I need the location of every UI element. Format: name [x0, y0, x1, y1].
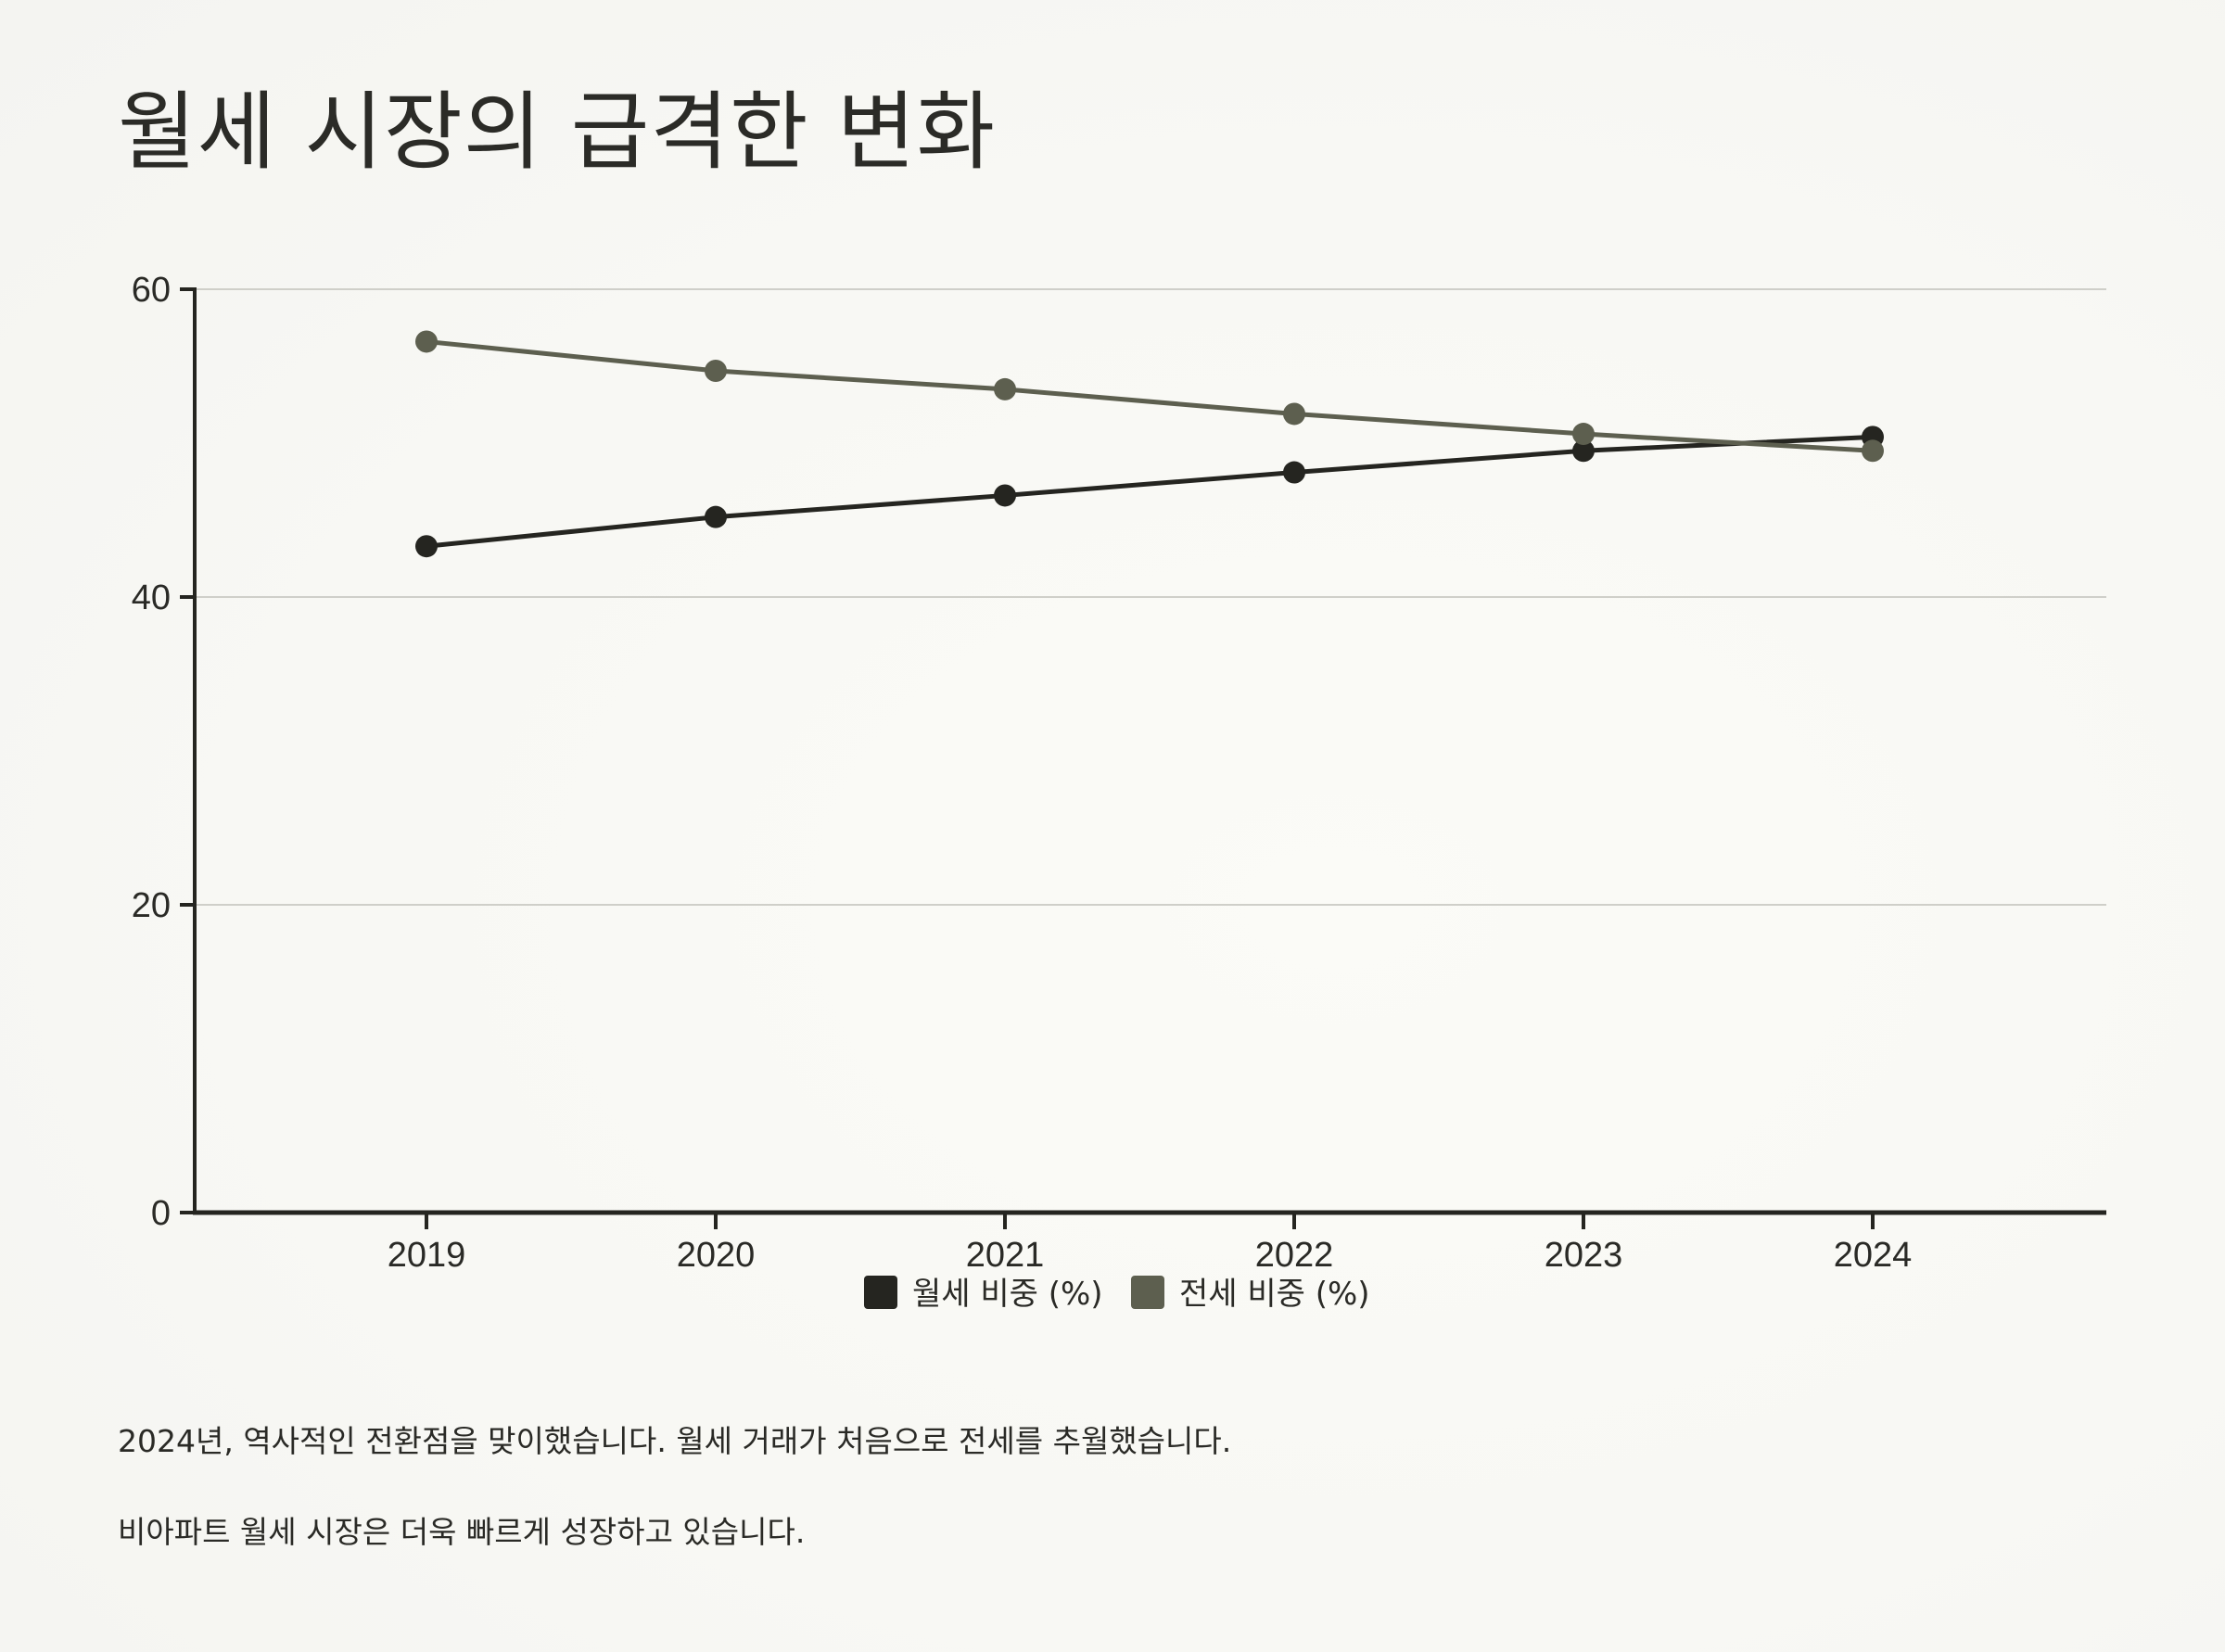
x-tick-label: 2022	[1255, 1236, 1334, 1275]
x-tick-label: 2021	[966, 1236, 1045, 1275]
y-tick-label: 60	[132, 271, 171, 310]
page-title: 월세 시장의 급격한 변화	[118, 83, 997, 182]
x-tick-label: 2020	[677, 1236, 756, 1275]
data-point	[1283, 402, 1305, 426]
legend-label: 월세 비중 (%)	[912, 1276, 1103, 1313]
data-point	[415, 330, 438, 353]
series-line	[426, 338, 1874, 453]
data-point	[415, 535, 438, 558]
axes: 0 20 40 60 2019 2020 2021 2022 2023 2024	[132, 271, 2106, 1275]
note-text: 비아파트 월세 시장은 더욱 빠르게 성장하고 있습니다.	[118, 1514, 806, 1550]
data-point	[705, 359, 727, 382]
x-tick-label: 2024	[1834, 1236, 1913, 1275]
series-line	[426, 434, 1874, 549]
legend-label: 전세 비중 (%)	[1179, 1276, 1370, 1313]
series-group	[415, 330, 1884, 558]
y-tick-label: 40	[132, 578, 171, 617]
legend: 월세 비중 (%) 전세 비중 (%)	[864, 1276, 1370, 1313]
note-text: 2024년, 역사적인 전환점을 맞이했습니다. 월세 거래가 처음으로 전세를…	[118, 1423, 1232, 1459]
data-point	[994, 377, 1016, 400]
data-point	[1572, 439, 1595, 463]
legend-swatch	[864, 1276, 897, 1309]
y-tick-label: 20	[132, 886, 171, 925]
x-tick-label: 2019	[388, 1236, 466, 1275]
gridlines	[195, 288, 2106, 906]
data-point	[1283, 461, 1305, 484]
y-tick-label: 0	[151, 1194, 171, 1233]
legend-swatch	[1131, 1276, 1164, 1309]
data-point	[1862, 439, 1884, 463]
line-chart: 0 20 40 60 2019 2020 2021 2022 2023 2024 월세 비중 (%…	[132, 271, 2106, 1313]
data-point	[994, 484, 1016, 507]
data-point	[1572, 423, 1595, 446]
x-tick-label: 2023	[1545, 1236, 1623, 1275]
data-point	[705, 505, 727, 528]
